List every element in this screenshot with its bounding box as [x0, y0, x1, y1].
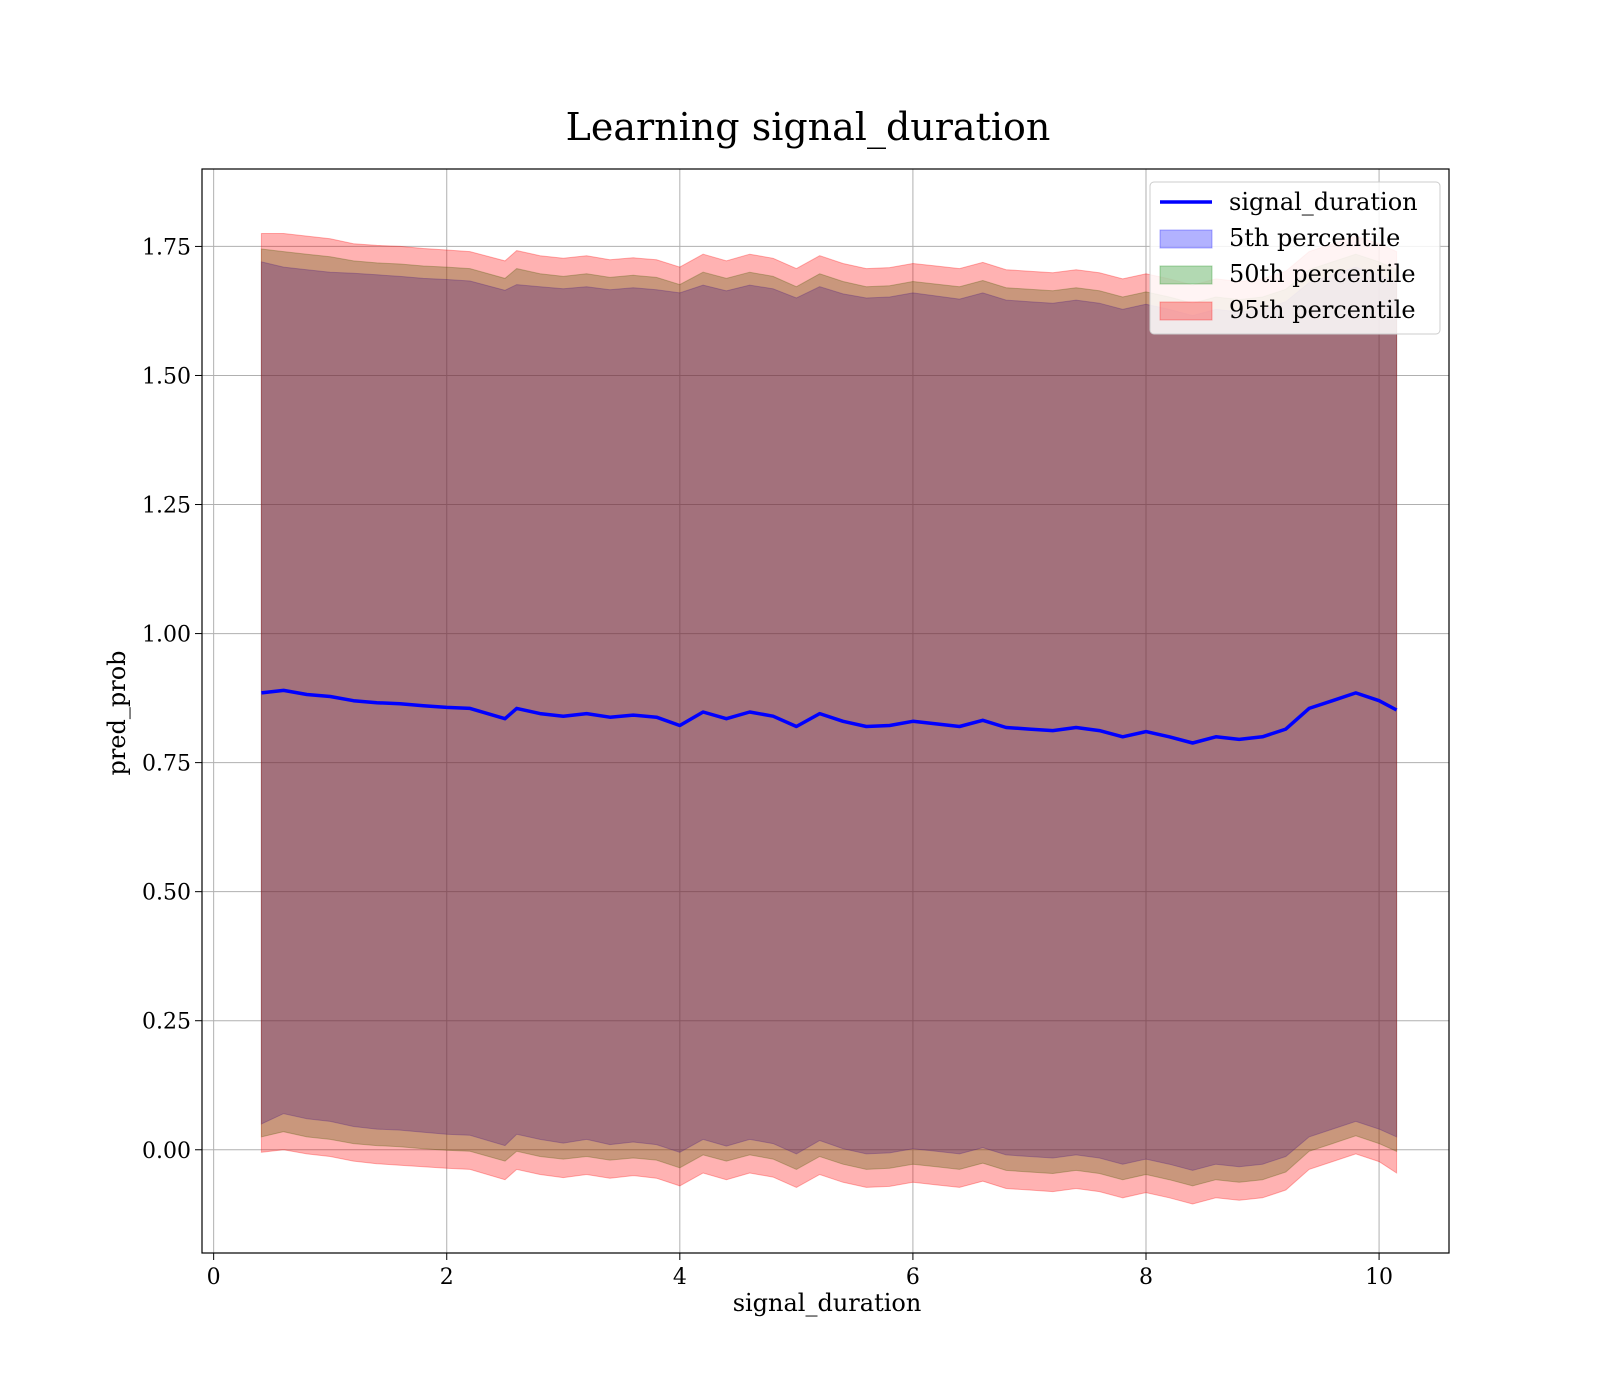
legend: signal_duration 5th percentile 50th percen… — [1149, 181, 1441, 335]
x-tick-label: 2 — [440, 1265, 454, 1290]
x-tick-label: 10 — [1365, 1265, 1393, 1290]
y-tick-label: 1.50 — [142, 364, 191, 389]
y-tick-label: 1.00 — [142, 623, 191, 648]
y-tick-label: 1.25 — [142, 494, 191, 519]
y-tick-label: 0.00 — [142, 1139, 191, 1164]
grid-layer — [202, 169, 1449, 1253]
y-axis-ticks: 0.00 0.25 0.50 0.75 1.00 1.25 1.50 1.75 — [142, 235, 202, 1164]
y-tick-label: 0.75 — [142, 752, 191, 777]
x-tick-label: 8 — [1139, 1265, 1153, 1290]
band-95th-percentile — [260, 233, 1398, 1205]
x-axis-ticks: 0 2 4 6 8 10 — [207, 1253, 1393, 1290]
legend-label: 95th percentile — [1229, 296, 1416, 324]
plot-frame — [201, 168, 1450, 1254]
x-axis-label: signal_duration — [733, 1289, 922, 1317]
series-line-signal-duration — [261, 688, 1398, 745]
legend-label: signal_duration — [1229, 188, 1418, 216]
legend-label: 5th percentile — [1229, 224, 1400, 252]
legend-patch-swatch — [1159, 229, 1213, 249]
x-tick-label: 6 — [906, 1265, 920, 1290]
legend-label: 50th percentile — [1229, 260, 1416, 288]
band-layer — [260, 233, 1398, 1205]
legend-box — [1149, 181, 1441, 335]
x-tick-label: 0 — [207, 1265, 221, 1290]
y-tick-label: 1.75 — [142, 235, 191, 260]
y-tick-label: 0.50 — [142, 881, 191, 906]
chart-title: Learning signal_duration — [566, 105, 1051, 150]
y-tick-label: 0.25 — [142, 1010, 191, 1035]
legend-patch-swatch — [1159, 301, 1213, 321]
y-axis-label: pred_prob — [103, 650, 131, 775]
legend-patch-swatch — [1159, 265, 1213, 285]
plot-area — [201, 168, 1450, 1254]
line-layer — [261, 688, 1398, 745]
x-tick-label: 4 — [673, 1265, 687, 1290]
